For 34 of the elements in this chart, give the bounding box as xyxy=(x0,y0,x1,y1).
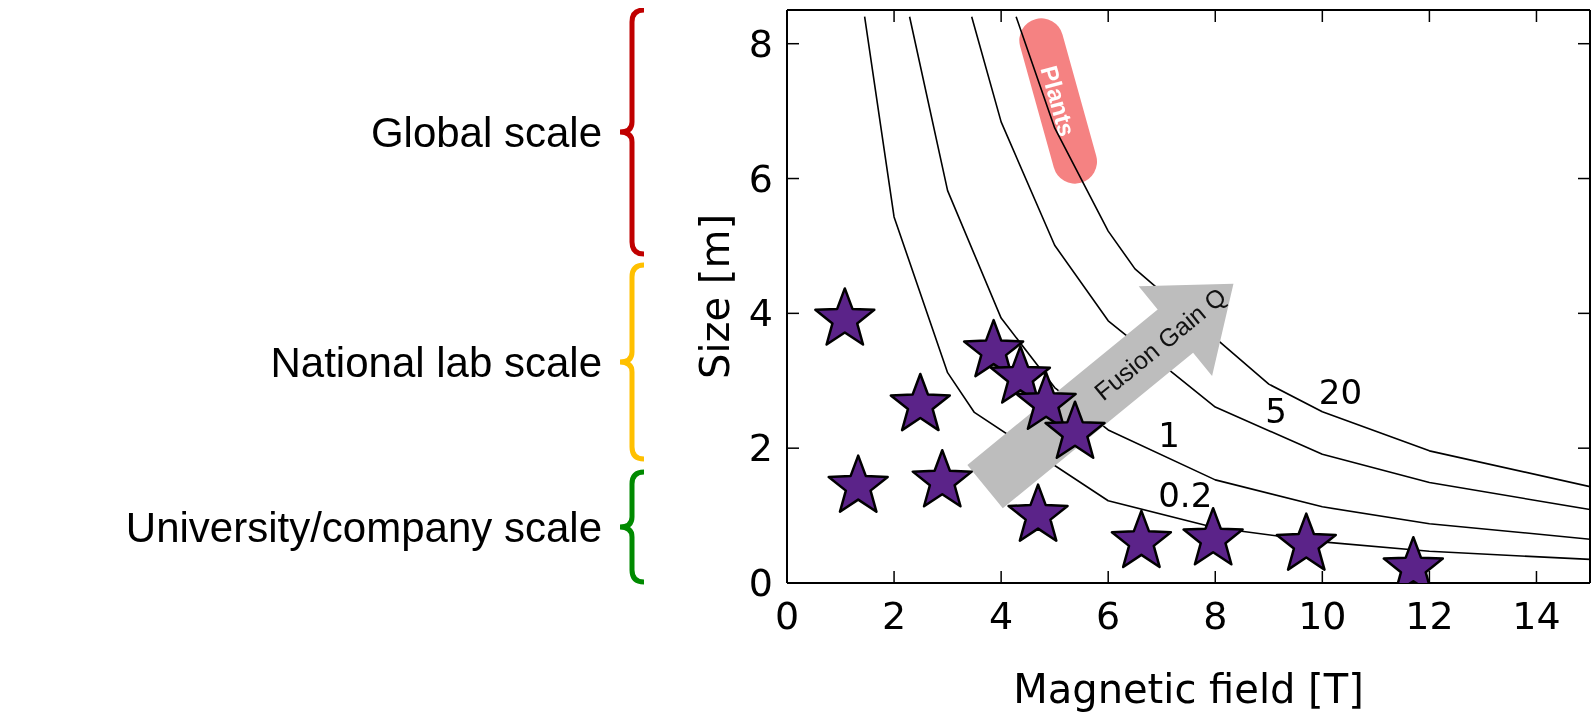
y-axis-title: Size [m] xyxy=(692,214,738,379)
x-tick-label: 14 xyxy=(1512,594,1561,638)
y-tick-label: 6 xyxy=(748,156,773,201)
y-tick-label: 4 xyxy=(748,291,773,336)
point xyxy=(1275,512,1338,571)
series-label: 20 xyxy=(1318,371,1363,412)
text: National lab scale xyxy=(270,338,602,386)
point xyxy=(1044,400,1106,459)
point xyxy=(1015,371,1077,431)
point xyxy=(962,318,1025,378)
x-axis-title: Magnetic field [T] xyxy=(1013,666,1364,712)
series-label: 1 xyxy=(1158,415,1180,456)
text: University/company scale xyxy=(125,503,602,551)
point xyxy=(1182,506,1244,566)
point xyxy=(911,448,973,508)
point xyxy=(989,345,1052,404)
text: Plants xyxy=(1035,62,1081,140)
x-tick-label: 2 xyxy=(881,594,907,638)
point xyxy=(889,372,952,432)
series-label: 5 xyxy=(1265,391,1287,432)
point xyxy=(827,454,889,513)
point xyxy=(814,287,876,346)
x-tick-label: 6 xyxy=(1096,594,1121,638)
x-tick-label: 8 xyxy=(1203,594,1228,638)
series-label: 0.2 xyxy=(1158,475,1213,516)
y-tick-label: 0 xyxy=(748,561,773,605)
y-tick-label: 8 xyxy=(748,21,773,66)
x-tick-label: 10 xyxy=(1298,594,1347,638)
x-tick-label: 12 xyxy=(1405,594,1454,638)
point xyxy=(1007,483,1069,542)
text: Global scale xyxy=(370,108,602,156)
x-tick-label: 4 xyxy=(989,594,1014,638)
point xyxy=(1110,509,1173,569)
y-tick-label: 2 xyxy=(748,426,773,471)
